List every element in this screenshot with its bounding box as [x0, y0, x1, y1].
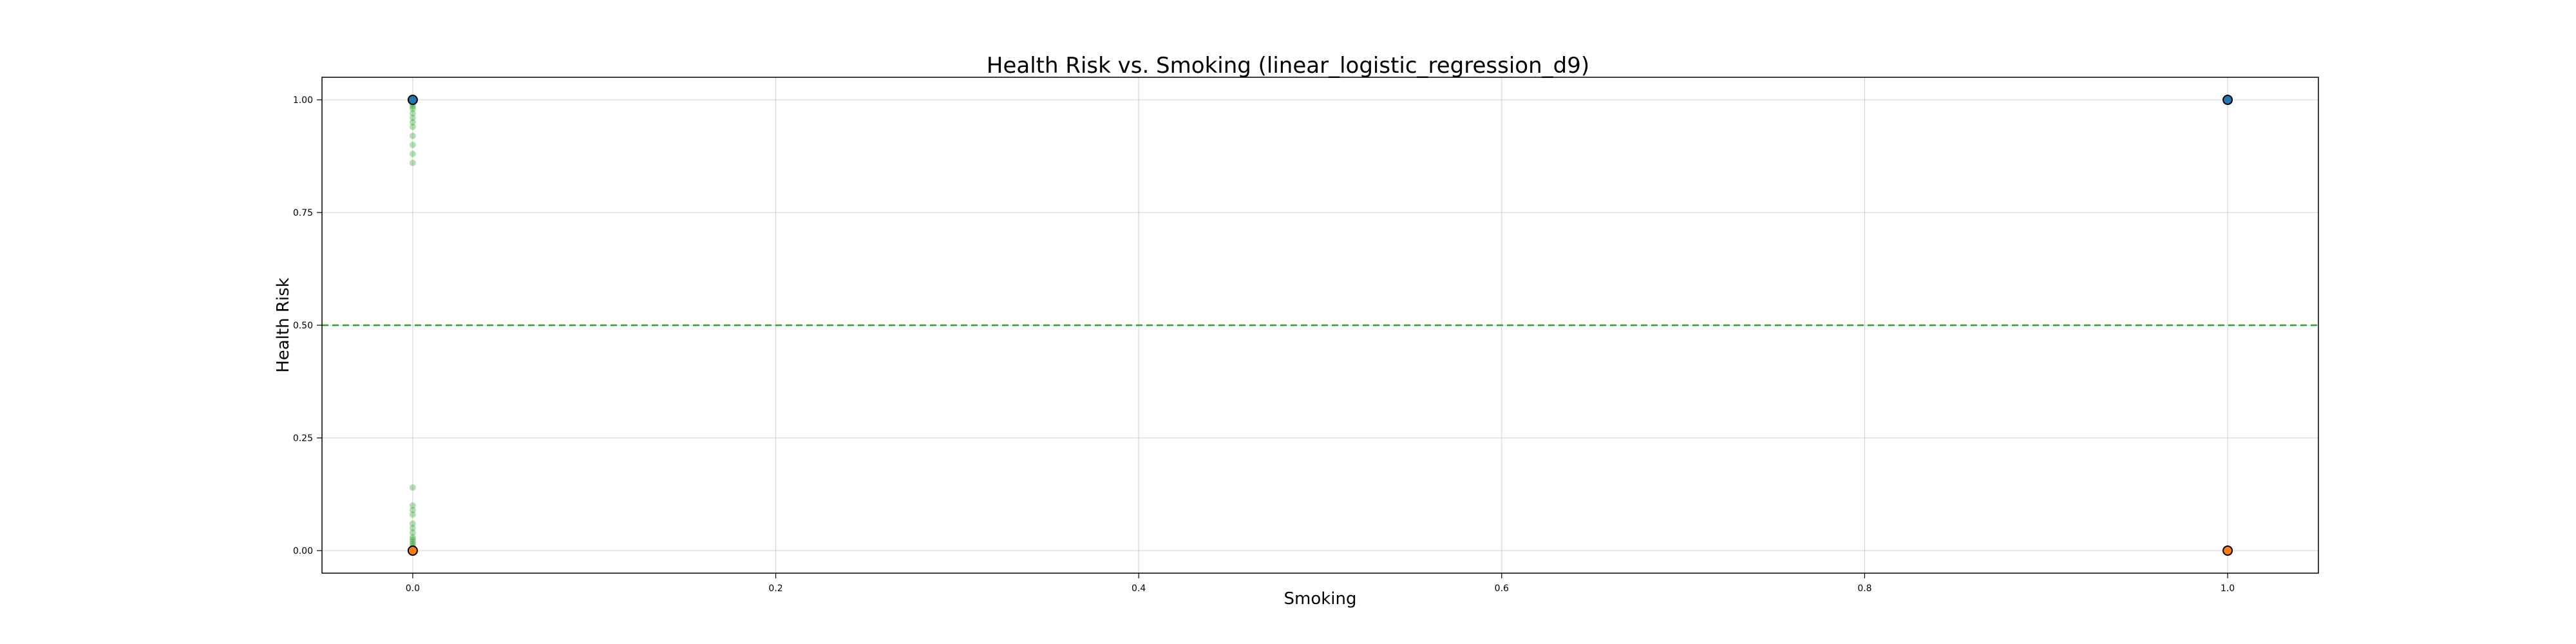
predicted-point [409, 103, 416, 110]
predicted-point [409, 160, 416, 166]
predicted-point [409, 536, 416, 543]
predicted-point [409, 124, 416, 130]
y-ticks: 0.00 0.25 0.50 0.75 1.00 [293, 95, 322, 556]
predicted-point [409, 119, 416, 126]
predicted-point [409, 540, 416, 547]
x-tick-label: 0.2 [768, 583, 782, 594]
predicted-point [409, 151, 416, 157]
x-tick-label: 0.8 [1857, 583, 1871, 594]
x-tick-label: 0.0 [406, 583, 420, 594]
actual-point [407, 95, 418, 105]
predicted-point [409, 110, 416, 117]
predicted-point [409, 534, 416, 540]
x-tick-label: 0.4 [1132, 583, 1146, 594]
y-tick-label: 0.50 [293, 321, 313, 331]
y-tick-label: 1.00 [293, 95, 313, 106]
x-tick-label: 1.0 [2221, 583, 2235, 594]
y-axis-label: Health Risk [274, 278, 293, 373]
predicted-point [409, 142, 416, 148]
predicted-point [409, 484, 416, 491]
y-tick-label: 0.25 [293, 433, 313, 444]
predicted-point [409, 511, 416, 518]
x-ticks: 0.0 0.2 0.4 0.6 0.8 1.0 [406, 573, 2235, 594]
predicted-point [409, 520, 416, 527]
y-tick-label: 0.00 [293, 546, 313, 556]
predicted-point [409, 529, 416, 536]
predicted-point [409, 115, 416, 121]
data-points [407, 95, 2233, 556]
chart-title: Health Risk vs. Smoking (linear_logistic… [987, 53, 1589, 79]
predicted-point [409, 133, 416, 139]
actual-point [2222, 545, 2233, 556]
predicted-point [409, 525, 416, 531]
y-tick-label: 0.75 [293, 208, 313, 218]
predicted-point [409, 502, 416, 509]
x-tick-label: 0.6 [1495, 583, 1509, 594]
predicted-point [409, 538, 416, 545]
actual-point [2222, 95, 2233, 105]
predicted-point [409, 507, 416, 513]
x-axis-label: Smoking [1283, 589, 1356, 609]
predicted-point [409, 106, 416, 112]
actual-point [407, 545, 418, 556]
